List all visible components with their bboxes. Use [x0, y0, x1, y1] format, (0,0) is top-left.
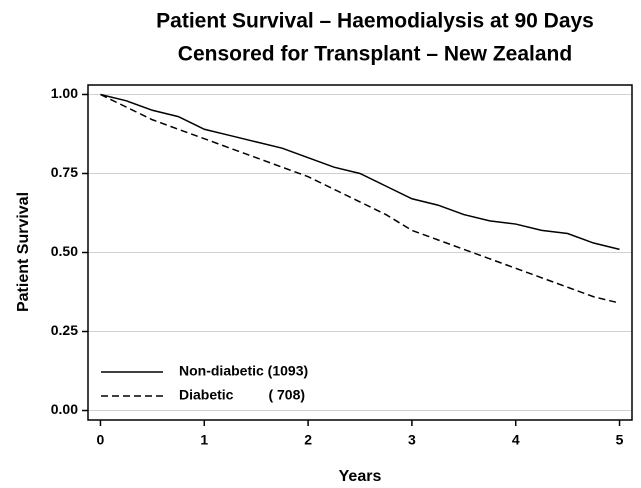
- legend-label: Non-diabetic (1093): [179, 363, 308, 379]
- y-tick-label: 0.50: [51, 243, 78, 259]
- x-tick-label: 2: [304, 432, 312, 448]
- chart-subtitle: Censored for Transplant – New Zealand: [178, 43, 572, 66]
- series-line: [100, 93, 620, 251]
- y-tick-label: 1.00: [51, 85, 78, 101]
- y-tick-label: 0.25: [51, 322, 78, 338]
- x-tick-label: 3: [408, 432, 416, 448]
- legend-label: Diabetic ( 708): [179, 387, 305, 403]
- y-tick-label: 0.75: [51, 164, 78, 180]
- plot-frame: [87, 84, 633, 421]
- x-tick-label: 0: [97, 432, 105, 448]
- y-axis-label: Patient Survival: [15, 192, 32, 312]
- x-tick-label: 1: [200, 432, 208, 448]
- x-tick-label: 5: [616, 432, 624, 448]
- series-line: [100, 93, 620, 304]
- x-tick-label: 4: [512, 432, 520, 448]
- x-axis-label: Years: [339, 468, 382, 485]
- y-tick-label: 0.00: [51, 401, 78, 417]
- chart-title: Patient Survival – Haemodialysis at 90 D…: [156, 10, 594, 33]
